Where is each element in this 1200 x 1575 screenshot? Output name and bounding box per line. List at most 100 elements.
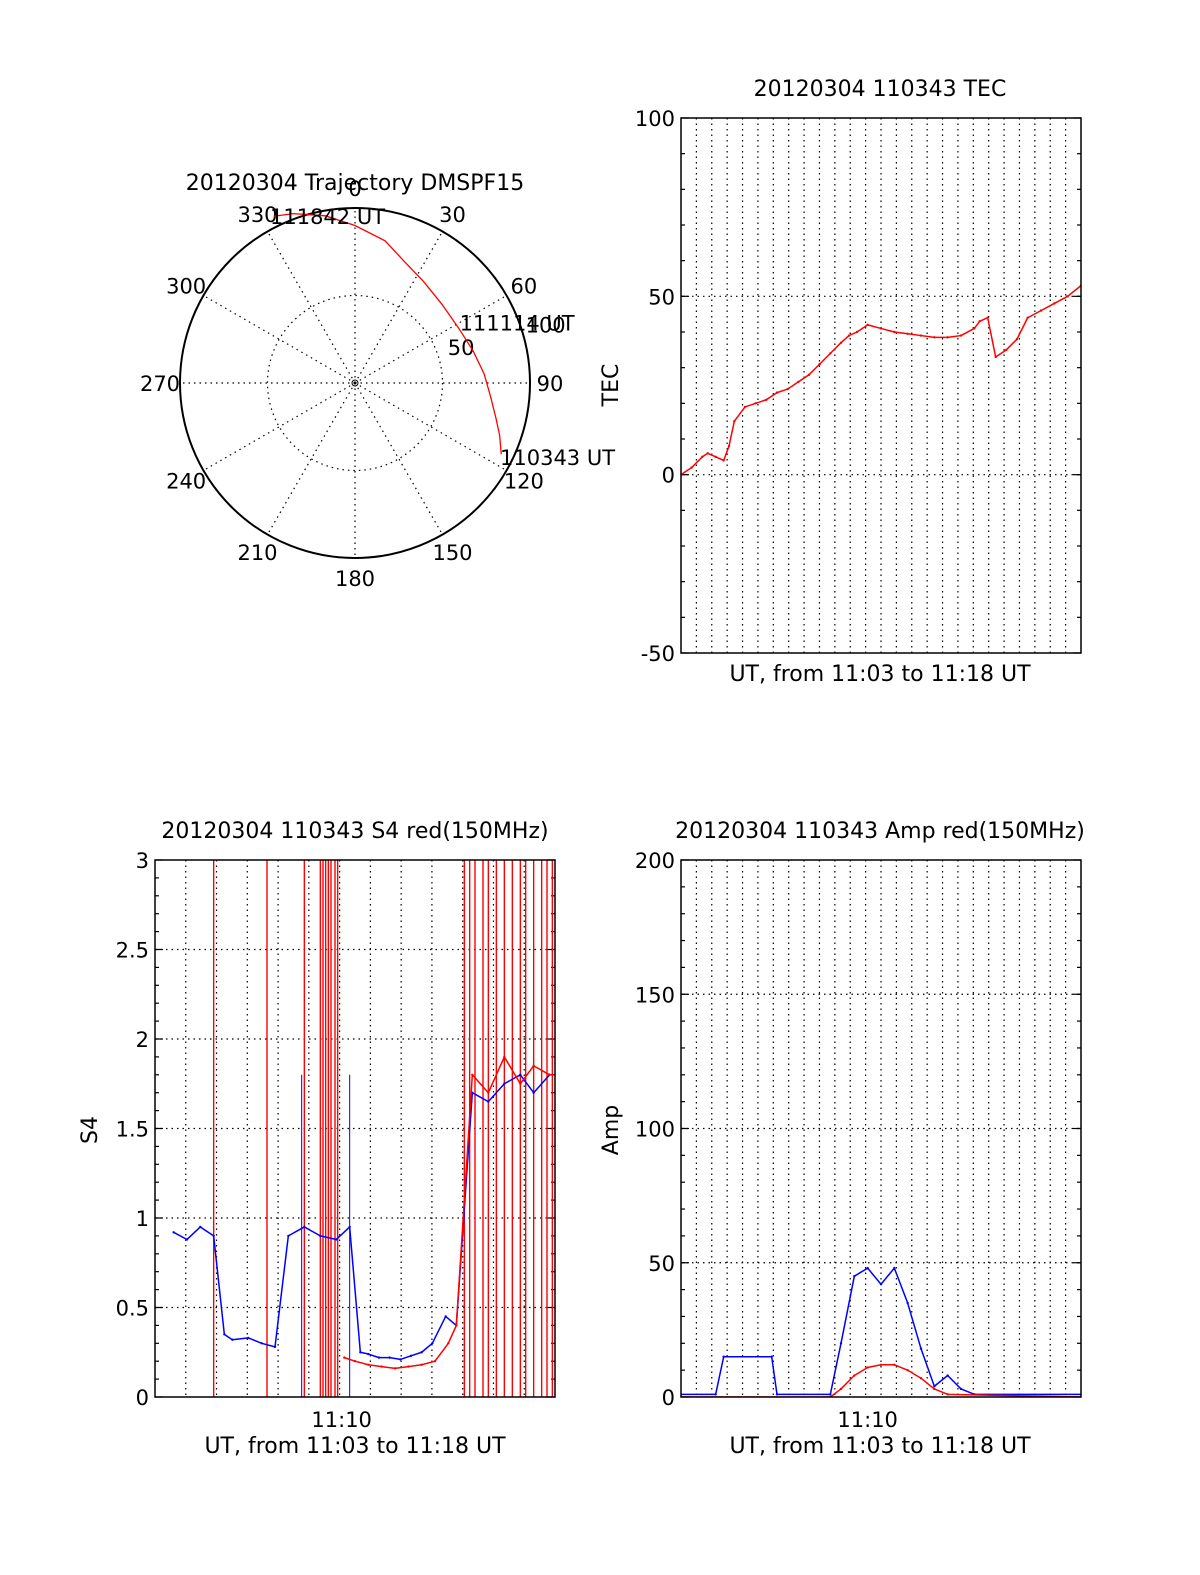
- s4-point-red: [407, 1365, 410, 1368]
- s4-ytick-label-1: 1: [136, 1207, 149, 1231]
- s4-point-red: [367, 1363, 370, 1366]
- s4-grid: [155, 860, 555, 1397]
- s4-point-red: [487, 1091, 490, 1094]
- amp-point-blue: [853, 1274, 856, 1278]
- polar-azimuth-label-150: 150: [432, 541, 472, 565]
- tec-point-TEC: [855, 330, 859, 334]
- s4-point-red: [471, 1073, 474, 1077]
- polar-azimuth-label-30: 30: [439, 203, 466, 227]
- s4-panel: 20120304 110343 S4 red(150MHz) 3 2.5 2 1.5 1…: [78, 819, 556, 1459]
- amp-point-blue: [919, 1347, 923, 1350]
- tec-point-TEC: [847, 334, 851, 337]
- tec-point-TEC: [933, 336, 936, 339]
- s4-point-red: [353, 1360, 357, 1363]
- s4-ytick-label-2: 2: [136, 1028, 149, 1052]
- s4-ytick-label-1.5: 1.5: [116, 1118, 149, 1142]
- s4-point-red: [532, 1064, 535, 1068]
- polar-azimuth-label-270: 270: [140, 372, 180, 396]
- amp-series: [681, 1266, 1081, 1397]
- s4-point-blue: [348, 1225, 351, 1229]
- tec-point-TEC: [733, 419, 736, 423]
- s4-point-blue: [388, 1356, 391, 1359]
- amp-point-red: [919, 1377, 923, 1380]
- s4-point-red: [433, 1360, 437, 1363]
- polar-azimuth-label-120: 120: [504, 470, 544, 494]
- polar-trajectory: [273, 212, 502, 455]
- tec-frame: [680, 117, 1082, 654]
- s4-point-blue: [367, 1352, 370, 1356]
- polar-outer-ring: [179, 207, 531, 559]
- tec-ylabel: TEC: [599, 364, 624, 408]
- s4-xtick-label-11:10: 11:10: [311, 1408, 372, 1432]
- s4-point-red: [380, 1365, 383, 1368]
- tec-series: [681, 284, 1081, 476]
- polar-radial-label-100: 100: [526, 314, 566, 338]
- s4-point-blue: [420, 1351, 423, 1354]
- amp-point-blue: [829, 1393, 832, 1396]
- amp-point-red: [853, 1374, 856, 1377]
- polar-spoke-210: [266, 382, 356, 535]
- polar-spoke-150: [354, 382, 444, 535]
- tec-point-TEC: [1015, 337, 1019, 341]
- s4-point-blue: [399, 1358, 402, 1361]
- polar-trajectory-panel: 20120304 Trajectory DMSPF15 0 30 60 90 120 15…: [140, 171, 615, 591]
- amp-ytick-label-0: 0: [662, 1386, 675, 1410]
- tec-point-TEC: [786, 387, 789, 391]
- amp-ytick-label-200: 200: [635, 849, 675, 873]
- amp-point-red: [839, 1387, 843, 1391]
- tec-ytick-label-100: 100: [635, 107, 675, 131]
- polar-azimuth-label-60: 60: [511, 275, 538, 299]
- tec-point-TEC: [879, 327, 883, 330]
- s4-point-blue: [185, 1238, 189, 1241]
- polar-spoke-120: [354, 382, 507, 472]
- tec-point-TEC: [946, 336, 949, 339]
- s4-point-blue: [503, 1082, 506, 1085]
- s4-point-blue: [359, 1351, 362, 1354]
- amp-point-blue: [959, 1387, 963, 1391]
- tec-point-TEC: [978, 320, 981, 323]
- polar-spoke-330: [266, 231, 356, 384]
- tec-point-TEC: [1005, 348, 1008, 352]
- amp-y-ticks: 200 150 100 50 0: [635, 849, 1081, 1410]
- amp-xtick-label-11:10: 11:10: [837, 1408, 898, 1432]
- amp-grid: [681, 860, 1081, 1397]
- s4-point-blue: [212, 1234, 215, 1238]
- s4-point-blue: [260, 1342, 263, 1345]
- s4-point-blue: [444, 1315, 447, 1318]
- amp-point-blue: [906, 1301, 909, 1305]
- tec-y-ticks: 100 50 0 -50: [635, 107, 1081, 666]
- s4-point-red: [420, 1363, 423, 1366]
- amp-point-blue: [775, 1393, 779, 1396]
- tec-panel: 20120304 110343 TEC 100 50 0 -50 UT, from 1…: [599, 77, 1082, 687]
- tec-point-TEC: [973, 327, 976, 330]
- amp-panel: 20120304 110343 Amp red(150MHz) 200 150 10…: [599, 819, 1085, 1459]
- s4-point-red: [447, 1342, 450, 1345]
- polar-spoke-60: [354, 294, 507, 384]
- polar-annotation-1: 111114 UT: [460, 312, 575, 336]
- polar-radial-label-50: 50: [448, 336, 475, 360]
- s4-point-blue: [231, 1338, 234, 1341]
- amp-series-red: [681, 1364, 1081, 1397]
- s4-ytick-label-3: 3: [136, 849, 149, 873]
- s4-point-blue: [303, 1225, 306, 1229]
- amp-point-blue: [879, 1283, 883, 1286]
- amp-point-red: [866, 1366, 869, 1369]
- tec-point-TEC: [818, 362, 821, 366]
- tec-point-TEC: [807, 373, 811, 376]
- polar-annotation-2: 111842 UT: [270, 205, 385, 229]
- s4-series: [172, 860, 554, 1397]
- polar-azimuth-labels: 0 30 60 90 120 150 180 210 240 270 300 330: [140, 177, 563, 591]
- s4-point-blue: [532, 1091, 535, 1094]
- s4-series-blue: [173, 1074, 551, 1361]
- tec-point-TEC: [994, 355, 997, 359]
- polar-radial-labels: 50 100: [448, 314, 566, 361]
- tec-point-TEC: [797, 380, 800, 384]
- polar-azimuth-label-210: 210: [237, 541, 277, 565]
- tec-title: 20120304 110343 TEC: [754, 77, 1007, 102]
- tec-point-TEC: [1039, 309, 1043, 312]
- tec-point-TEC: [701, 455, 704, 459]
- amp-point-blue: [839, 1342, 843, 1345]
- tec-grid: [681, 118, 1081, 653]
- amp-ytick-label-100: 100: [635, 1118, 675, 1142]
- amp-title: 20120304 110343 Amp red(150MHz): [675, 819, 1085, 844]
